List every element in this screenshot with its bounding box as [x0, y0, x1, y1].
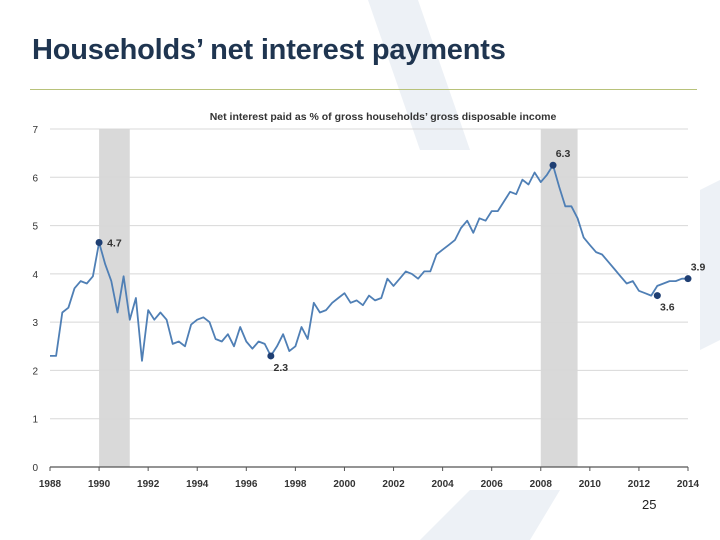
title-divider — [30, 89, 697, 90]
y-tick-label-0: 0 — [32, 463, 38, 474]
annotation-label-0: 4.7 — [107, 237, 122, 249]
x-tick-label-1988: 1988 — [39, 479, 62, 490]
annotation-marker-3 — [653, 292, 661, 300]
x-tick-label-1996: 1996 — [235, 479, 258, 490]
x-tick-label-2000: 2000 — [333, 479, 356, 490]
y-tick-label-3: 3 — [32, 318, 38, 329]
x-tick-label-1994: 1994 — [186, 479, 209, 490]
series-line-0 — [50, 164, 688, 362]
annotation-label-3: 3.6 — [660, 302, 675, 314]
y-tick-label-2: 2 — [32, 366, 38, 377]
annotation-marker-0 — [95, 238, 103, 246]
x-tick-label-2008: 2008 — [530, 479, 553, 490]
annotation-label-2: 6.3 — [556, 148, 571, 160]
x-tick-label-2014: 2014 — [677, 479, 700, 490]
x-tick-label-1990: 1990 — [88, 479, 111, 490]
shaded-period-1 — [540, 129, 578, 467]
y-tick-label-7: 7 — [32, 125, 38, 136]
line-chart: Net interest paid as % of gross househol… — [32, 111, 706, 490]
annotation-marker-4 — [684, 275, 692, 283]
y-tick-label-5: 5 — [32, 222, 38, 233]
chart-title: Net interest paid as % of gross househol… — [210, 111, 557, 123]
x-tick-label-2004: 2004 — [431, 479, 454, 490]
annotation-marker-1 — [267, 352, 275, 360]
page-number: 25 — [642, 497, 657, 512]
y-tick-label-6: 6 — [32, 173, 38, 184]
y-tick-label-4: 4 — [32, 270, 38, 281]
x-tick-label-1998: 1998 — [284, 479, 307, 490]
x-tick-label-2012: 2012 — [628, 479, 651, 490]
slide-title: Households’ net interest payments — [32, 34, 506, 66]
x-tick-label-2010: 2010 — [579, 479, 602, 490]
annotation-label-4: 3.9 — [691, 262, 706, 274]
x-tick-label-1992: 1992 — [137, 479, 160, 490]
x-tick-label-2006: 2006 — [481, 479, 504, 490]
y-tick-label-1: 1 — [32, 415, 38, 426]
annotation-label-1: 2.3 — [274, 362, 289, 374]
x-tick-label-2002: 2002 — [382, 479, 405, 490]
annotation-marker-2 — [549, 161, 557, 169]
